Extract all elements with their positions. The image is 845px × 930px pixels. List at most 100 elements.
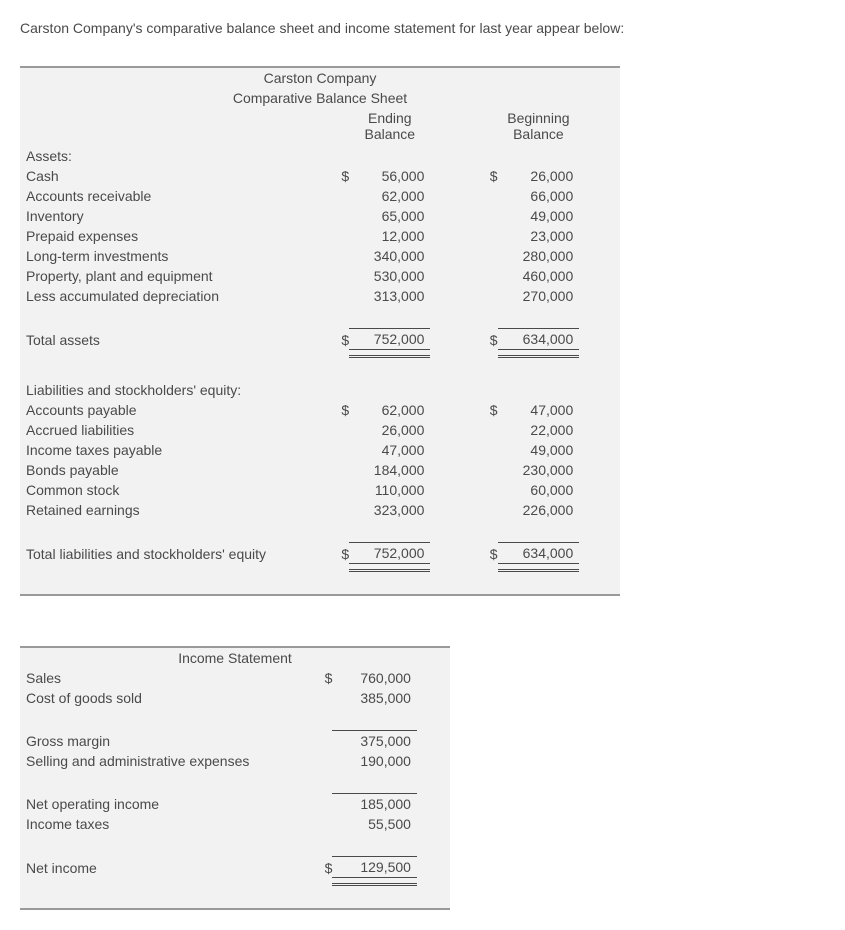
value: 185,000	[332, 794, 417, 815]
currency-symbol	[471, 420, 497, 440]
ending-value: 110,000	[349, 480, 430, 500]
table-row: Accrued liabilities26,00022,000	[20, 420, 620, 440]
value: 385,000	[332, 688, 417, 708]
intro-text: Carston Company's comparative balance sh…	[20, 20, 825, 36]
ending-value: 323,000	[349, 500, 430, 520]
double-rule	[20, 878, 450, 885]
beginning-value: 49,000	[498, 440, 580, 460]
currency-symbol	[311, 794, 333, 815]
currency-symbol: $	[323, 166, 349, 186]
beginning-value: 270,000	[498, 286, 580, 306]
table-row: Total assets$752,000$634,000	[20, 329, 620, 350]
row-label: Inventory	[20, 206, 323, 226]
spacer-row	[20, 708, 450, 731]
table-row: Less accumulated depreciation313,000270,…	[20, 286, 620, 306]
beginning-value: 26,000	[498, 166, 580, 186]
currency-symbol	[311, 688, 333, 708]
currency-symbol: $	[471, 329, 497, 350]
table-row: Bonds payable184,000230,000	[20, 460, 620, 480]
table-row: Accounts payable$62,000$47,000	[20, 400, 620, 420]
currency-symbol	[323, 286, 349, 306]
currency-symbol: $	[323, 329, 349, 350]
ending-value: 530,000	[349, 266, 430, 286]
ending-value: 340,000	[349, 246, 430, 266]
table-row: Common stock110,00060,000	[20, 480, 620, 500]
beginning-value: 280,000	[498, 246, 580, 266]
table-row: Total liabilities and stockholders' equi…	[20, 543, 620, 564]
currency-symbol	[471, 460, 497, 480]
currency-symbol	[471, 440, 497, 460]
table-row: Net income$129,500	[20, 857, 450, 878]
value: 375,000	[332, 731, 417, 752]
beginning-value: 230,000	[498, 460, 580, 480]
currency-symbol	[471, 206, 497, 226]
currency-symbol	[323, 440, 349, 460]
spacer-row	[20, 885, 450, 910]
currency-symbol	[323, 266, 349, 286]
beginning-value: 60,000	[498, 480, 580, 500]
currency-symbol: $	[311, 668, 333, 688]
section-header: Liabilities and stockholders' equity:	[20, 380, 620, 400]
ending-value: 184,000	[349, 460, 430, 480]
currency-symbol	[471, 266, 497, 286]
ending-value: 65,000	[349, 206, 430, 226]
currency-symbol	[471, 246, 497, 266]
currency-symbol	[471, 286, 497, 306]
row-label: Net operating income	[20, 794, 311, 815]
row-label: Cost of goods sold	[20, 688, 311, 708]
table-row: Long-term investments340,000280,000	[20, 246, 620, 266]
ending-value: 56,000	[349, 166, 430, 186]
ending-value: 313,000	[349, 286, 430, 306]
currency-symbol: $	[323, 543, 349, 564]
spacer-row	[20, 571, 620, 596]
row-label: Gross margin	[20, 731, 311, 752]
row-label: Sales	[20, 668, 311, 688]
ending-value: 752,000	[349, 329, 430, 350]
beginning-value: 460,000	[498, 266, 580, 286]
spacer-row	[20, 834, 450, 857]
beginning-value: 22,000	[498, 420, 580, 440]
table-row: Income taxes payable 47,000 49,000	[20, 440, 620, 460]
ending-value: 62,000	[349, 186, 430, 206]
currency-symbol	[323, 186, 349, 206]
currency-symbol	[323, 500, 349, 520]
bs-company: Carston Company	[20, 67, 620, 88]
ending-value: 26,000	[349, 420, 430, 440]
value: 55,500	[332, 814, 417, 834]
currency-symbol	[471, 500, 497, 520]
value: 760,000	[332, 668, 417, 688]
currency-symbol	[323, 206, 349, 226]
table-row: Selling and administrative expenses190,0…	[20, 751, 450, 771]
value: 190,000	[332, 751, 417, 771]
row-label: Total liabilities and stockholders' equi…	[20, 543, 323, 564]
balance-sheet-table: Carston Company Comparative Balance Shee…	[20, 66, 620, 596]
row-label: Income taxes payable	[20, 440, 323, 460]
currency-symbol: $	[471, 543, 497, 564]
currency-symbol	[323, 420, 349, 440]
col-header-beginning: Beginning Balance	[498, 108, 580, 146]
beginning-value: 23,000	[498, 226, 580, 246]
section-header: Assets:	[20, 146, 620, 166]
currency-symbol	[323, 480, 349, 500]
currency-symbol	[323, 246, 349, 266]
is-title: Income Statement	[20, 647, 450, 668]
currency-symbol	[471, 186, 497, 206]
value: 129,500	[332, 857, 417, 878]
table-row: Inventory 65,000 49,000	[20, 206, 620, 226]
currency-symbol: $	[311, 857, 333, 878]
currency-symbol: $	[323, 400, 349, 420]
row-label: Property, plant and equipment	[20, 266, 323, 286]
beginning-value: 47,000	[498, 400, 580, 420]
table-row: Net operating income 185,000	[20, 794, 450, 815]
row-label: Retained earnings	[20, 500, 323, 520]
beginning-value: 634,000	[498, 543, 580, 564]
currency-symbol	[323, 226, 349, 246]
table-row: Cost of goods sold 385,000	[20, 688, 450, 708]
spacer-row	[20, 357, 620, 381]
currency-symbol: $	[471, 400, 497, 420]
currency-symbol	[311, 731, 333, 752]
beginning-value: 49,000	[498, 206, 580, 226]
currency-symbol	[311, 751, 333, 771]
table-row: Prepaid expenses12,00023,000	[20, 226, 620, 246]
ending-value: 47,000	[349, 440, 430, 460]
